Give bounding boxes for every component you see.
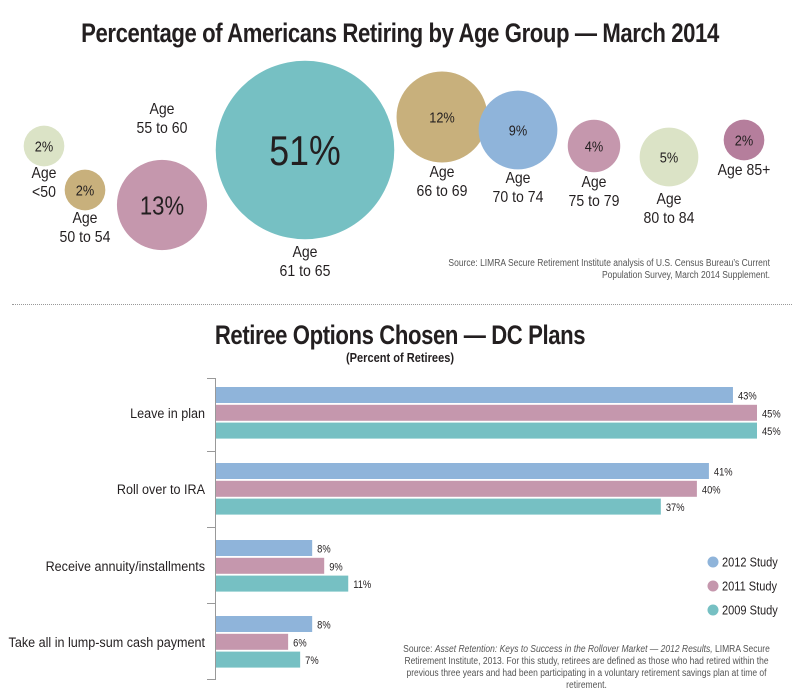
bar xyxy=(216,480,697,497)
bar-group-1: Roll over to IRA 41% 40% 37% xyxy=(117,463,733,515)
bubble-circle xyxy=(478,90,558,170)
bubble-category-label: Age xyxy=(31,164,56,182)
bubble-category-label: 80 to 84 xyxy=(644,209,695,227)
legend: 2012 Study 2011 Study 2009 Study xyxy=(707,555,778,618)
bar-value-label: 45% xyxy=(762,426,781,438)
bubble-circle xyxy=(23,125,65,167)
bar-group-2: Receive annuity/installments 8% 9% 11% xyxy=(46,540,371,592)
bar xyxy=(216,498,661,515)
bar xyxy=(216,463,709,479)
bar xyxy=(216,387,733,403)
bubble-value-label: 12% xyxy=(429,108,455,125)
source-prefix: Source: xyxy=(403,644,435,655)
bubble-value-label: 13% xyxy=(140,192,184,221)
bar xyxy=(216,557,325,574)
bubble-8: 2% Age 85+ xyxy=(718,119,771,179)
legend-item: 2009 Study xyxy=(707,603,778,618)
bubble-chart-source: Source: LIMRA Secure Retirement Institut… xyxy=(448,258,770,281)
bar-group-3: Take all in lump-sum cash payment 8% 6% 7% xyxy=(9,616,331,668)
bar xyxy=(216,633,289,650)
bubble-category-label: Age xyxy=(505,169,530,187)
bar-value-label: 11% xyxy=(353,579,371,591)
source-rest: LIMRA Secure Retirement Institute, 2013.… xyxy=(404,644,770,691)
bubble-category-label: 50 to 54 xyxy=(60,228,111,246)
bubble-value-label: 2% xyxy=(76,181,94,198)
bar-chart-source: Source: Asset Retention: Keys to Success… xyxy=(391,644,782,692)
category-label: Leave in plan xyxy=(130,405,205,421)
legend-swatch xyxy=(707,580,719,592)
bar-chart-subtitle: (Percent of Retirees) xyxy=(345,350,455,365)
bar xyxy=(216,404,757,421)
legend-swatch xyxy=(707,556,719,568)
bar-value-label: 40% xyxy=(702,485,721,497)
legend-item: 2011 Study xyxy=(707,579,777,594)
bar-value-label: 6% xyxy=(293,638,306,650)
bar-value-label: 8% xyxy=(317,620,330,632)
bar-value-label: 9% xyxy=(329,562,342,574)
bar-value-label: 43% xyxy=(738,391,757,403)
category-label: Roll over to IRA xyxy=(117,481,205,497)
bubble-circle xyxy=(396,71,488,163)
bubble-category-label: Age xyxy=(72,209,97,227)
bar-value-label: 45% xyxy=(762,409,781,421)
bar xyxy=(216,540,313,556)
bubble-circle xyxy=(215,60,395,240)
bubble-value-label: 2% xyxy=(35,137,53,154)
bubble-chart-title: Percentage of Americans Retiring by Age … xyxy=(81,18,719,48)
bar-value-label: 41% xyxy=(714,467,733,479)
bar-group-0: Leave in plan 43% 45% 45% xyxy=(130,387,781,439)
bar xyxy=(216,616,313,632)
bubble-circle xyxy=(116,159,208,251)
bar-value-label: 37% xyxy=(666,502,685,514)
bar-value-label: 7% xyxy=(305,655,318,667)
bubble-category-label: 75 to 79 xyxy=(569,192,620,210)
bubble-0: 2% Age<50 xyxy=(23,125,65,201)
bubble-category-label: 66 to 69 xyxy=(417,182,468,200)
bubble-circle xyxy=(639,127,699,187)
category-label: Take all in lump-sum cash payment xyxy=(9,634,206,650)
bubble-category-label: Age 85+ xyxy=(718,161,771,179)
bubble-circle xyxy=(567,119,621,173)
source-title: Asset Retention: Keys to Success in the … xyxy=(434,644,713,655)
bubble-value-label: 2% xyxy=(735,131,753,148)
bar xyxy=(216,575,349,592)
bubble-category-label: 70 to 74 xyxy=(493,188,544,206)
bar xyxy=(216,422,757,439)
legend-label: 2012 Study xyxy=(722,555,778,570)
legend-item: 2012 Study xyxy=(707,555,778,570)
bubble-value-label: 5% xyxy=(660,148,678,165)
bubble-category-label: 61 to 65 xyxy=(280,262,331,280)
bubble-category-label: 55 to 60 xyxy=(137,119,188,137)
bar-value-label: 8% xyxy=(317,544,330,556)
bubble-circle xyxy=(64,169,106,211)
bubble-category-label: Age xyxy=(149,100,174,118)
bubble-value-label: 9% xyxy=(509,121,527,138)
bubble-circle xyxy=(723,119,765,161)
legend-swatch xyxy=(707,604,719,616)
bubble-category-label: Age xyxy=(656,190,681,208)
category-label: Receive annuity/installments xyxy=(46,558,206,574)
bar-chart-title: Retiree Options Chosen — DC Plans xyxy=(214,320,586,350)
legend-label: 2009 Study xyxy=(722,603,778,618)
bubble-category-label: <50 xyxy=(32,183,56,201)
bubble-category-label: Age xyxy=(581,173,606,191)
legend-label: 2011 Study xyxy=(722,579,777,594)
bubble-category-label: Age xyxy=(429,163,454,181)
bubble-value-label: 51% xyxy=(269,128,340,174)
bubble-value-label: 4% xyxy=(585,137,603,154)
bar xyxy=(216,651,301,668)
section-divider xyxy=(12,304,792,305)
bubble-category-label: Age xyxy=(292,243,317,261)
